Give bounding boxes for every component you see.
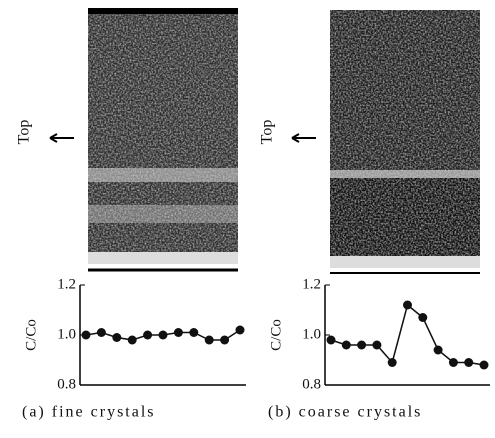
data-point: [372, 340, 382, 350]
data-point: [341, 340, 351, 350]
top-arrow: [49, 133, 74, 143]
y-tick-label: 0.8: [57, 376, 76, 392]
y-tick-label: 0.8: [302, 376, 321, 392]
data-point: [418, 313, 428, 322]
series-line: [330, 303, 485, 366]
data-point: [433, 345, 443, 355]
y-tick-label: 1.0: [57, 326, 76, 342]
data-point: [479, 360, 489, 370]
data-point: [464, 358, 474, 367]
data-point: [173, 328, 183, 337]
caption: (a) fine crystals: [22, 404, 156, 421]
y-axis-label: C/Co: [268, 319, 284, 351]
data-point: [220, 335, 230, 345]
data-point: [403, 300, 412, 310]
data-point: [448, 358, 458, 367]
data-point: [204, 335, 214, 345]
data-point: [387, 358, 397, 367]
data-point: [96, 328, 106, 337]
top-label: Top: [16, 120, 33, 145]
y-tick-label: 1.2: [302, 276, 321, 292]
data-point: [189, 328, 199, 337]
data-point: [235, 325, 245, 335]
data-point: [127, 335, 137, 345]
data-point: [143, 330, 153, 340]
data-point: [158, 330, 168, 340]
y-tick-label: 1.2: [57, 276, 76, 292]
photo-b: [330, 10, 480, 274]
photo-a: [88, 8, 238, 272]
data-point: [112, 333, 122, 342]
y-axis-label: C/Co: [23, 319, 39, 351]
top-label: Top: [259, 120, 276, 145]
y-tick-label: 1.0: [302, 326, 321, 342]
caption: (b) coarse crystals: [268, 404, 422, 421]
data-point: [81, 330, 91, 340]
top-arrow: [291, 133, 316, 143]
data-point: [326, 335, 336, 345]
data-point: [357, 340, 367, 350]
